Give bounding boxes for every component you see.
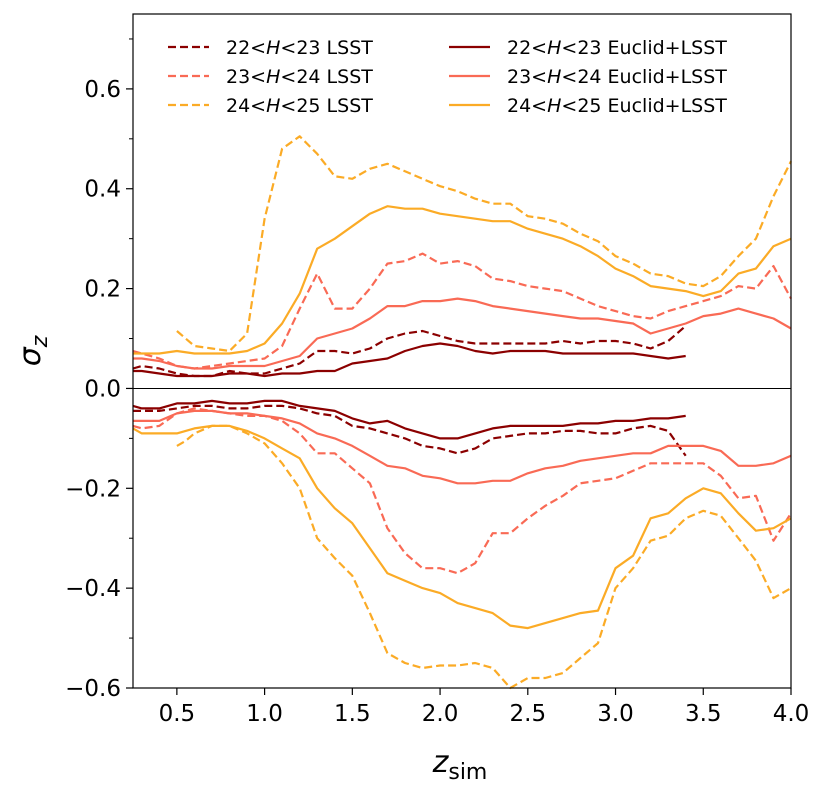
series-line-lower [133,409,792,485]
legend-label: 23<H<24 Euclid+LSST [507,66,727,88]
x-tick-label: 4.0 [773,701,810,727]
series-layer [132,135,792,690]
y-axis-label: σz [13,335,53,366]
y-tick-label: 0.6 [84,77,121,103]
series-line-lower [133,404,687,457]
x-axis-label-sub: sim [448,760,487,785]
legend-label-var: H [266,95,280,117]
legend-label-suffix: <24 Euclid+LSST [561,66,727,88]
legend-label-var: H [266,37,280,59]
legend-label-prefix: 22< [507,37,547,59]
legend-label: 23<H<24 LSST [226,66,373,88]
x-tick-label: 0.5 [159,701,196,727]
y-tick-label: −0.6 [65,676,121,702]
series-line-lower [132,424,792,630]
legend-label: 24<H<25 LSST [226,95,373,117]
legend-label-suffix: <25 Euclid+LSST [561,95,727,117]
plot-frame [132,13,792,689]
series-line-upper [133,205,792,355]
x-tick-label: 1.5 [334,701,371,727]
legend-label-var: H [266,66,280,88]
series-line-lower [132,399,686,440]
legend-label-prefix: 23< [226,66,266,88]
y-tick-label: 0.4 [84,177,121,203]
legend-label-prefix: 24< [507,95,547,117]
y-axis-label-sub: z [28,335,53,348]
y-tick-label: −0.2 [65,476,121,502]
legend-label-var: H [547,37,561,59]
series-line-upper [133,297,792,370]
y-tick-label: −0.4 [65,576,121,602]
series-line-upper [132,252,792,370]
x-tick-label: 2.0 [422,701,459,727]
legend-label: 22<H<23 Euclid+LSST [507,37,727,59]
series-line-lower [132,407,792,575]
x-tick-label: 2.5 [510,701,547,727]
legend-label-prefix: 23< [507,66,547,88]
x-tick-label: 3.0 [597,701,634,727]
legend-label-suffix: <23 LSST [280,37,373,59]
x-tick-label: 1.0 [246,701,283,727]
x-tick-label: 3.5 [685,701,722,727]
legend-label-prefix: 22< [226,37,266,59]
y-axis-label-main: σ [13,346,48,366]
legend-label-var: H [547,66,561,88]
y-tick-label: 0.2 [84,277,121,303]
series-line-upper [176,135,792,353]
legend-label: 22<H<23 LSST [226,37,373,59]
x-axis-label-main: z [432,745,450,780]
series-line-lower [176,424,792,690]
legend-label-var: H [547,95,561,117]
axes-layer: 0.5 1.0 1.5 2.0 2.5 3.0 3.5 4.0 0.6 0.4 0.2 0.0 −0.2… [65,38,810,727]
legend-label-suffix: <23 Euclid+LSST [561,37,727,59]
legend-label: 24<H<25 Euclid+LSST [507,95,727,117]
series-line-upper [133,342,686,378]
y-tick-label: 0.0 [84,376,121,402]
legend-label-suffix: <24 LSST [280,66,373,88]
x-axis-label: zsim [432,745,488,785]
legend-label-prefix: 24< [226,95,266,117]
legend-label-suffix: <25 LSST [280,95,373,117]
